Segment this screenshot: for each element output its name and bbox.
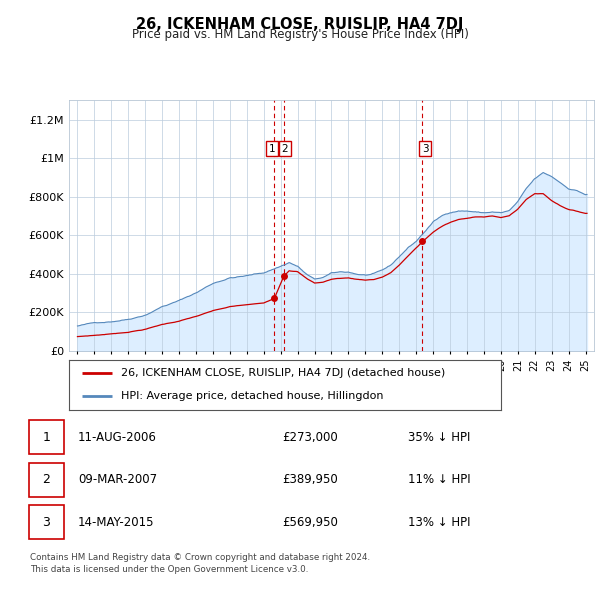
- Text: 14-MAY-2015: 14-MAY-2015: [78, 516, 155, 529]
- Text: £273,000: £273,000: [282, 431, 338, 444]
- Text: £569,950: £569,950: [282, 516, 338, 529]
- Text: Price paid vs. HM Land Registry's House Price Index (HPI): Price paid vs. HM Land Registry's House …: [131, 28, 469, 41]
- Text: 26, ICKENHAM CLOSE, RUISLIP, HA4 7DJ (detached house): 26, ICKENHAM CLOSE, RUISLIP, HA4 7DJ (de…: [121, 368, 445, 378]
- Text: 13% ↓ HPI: 13% ↓ HPI: [408, 516, 470, 529]
- Text: 09-MAR-2007: 09-MAR-2007: [78, 473, 157, 486]
- Text: HPI: Average price, detached house, Hillingdon: HPI: Average price, detached house, Hill…: [121, 391, 383, 401]
- Text: 35% ↓ HPI: 35% ↓ HPI: [408, 431, 470, 444]
- Text: 1: 1: [43, 431, 50, 444]
- Text: 1: 1: [269, 143, 275, 153]
- Text: 2: 2: [281, 143, 288, 153]
- Text: This data is licensed under the Open Government Licence v3.0.: This data is licensed under the Open Gov…: [30, 565, 308, 573]
- Text: 3: 3: [422, 143, 428, 153]
- Text: Contains HM Land Registry data © Crown copyright and database right 2024.: Contains HM Land Registry data © Crown c…: [30, 553, 370, 562]
- Text: 11-AUG-2006: 11-AUG-2006: [78, 431, 157, 444]
- Text: 26, ICKENHAM CLOSE, RUISLIP, HA4 7DJ: 26, ICKENHAM CLOSE, RUISLIP, HA4 7DJ: [136, 17, 464, 31]
- Text: 3: 3: [43, 516, 50, 529]
- Text: £389,950: £389,950: [282, 473, 338, 486]
- Text: 2: 2: [43, 473, 50, 486]
- Text: 11% ↓ HPI: 11% ↓ HPI: [408, 473, 470, 486]
